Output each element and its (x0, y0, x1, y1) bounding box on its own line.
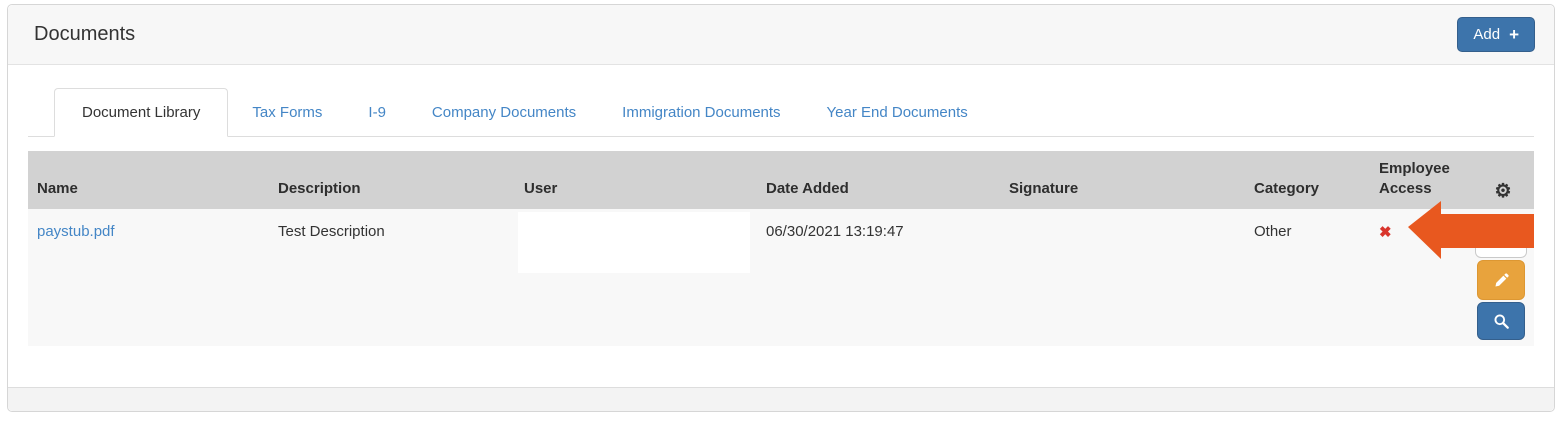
date-added-cell: 06/30/2021 13:19:47 (757, 209, 1000, 264)
trash-icon (1492, 230, 1510, 248)
documents-panel: Documents Add + Document Library Tax For… (7, 4, 1555, 412)
add-button[interactable]: Add + (1457, 17, 1535, 52)
employee-access-denied-icon[interactable]: ✖ (1379, 224, 1392, 241)
panel-header: Documents Add + (8, 5, 1554, 65)
document-tabs: Document Library Tax Forms I-9 Company D… (28, 87, 1534, 137)
table-header-row: Name Description User Date Added Signatu… (28, 151, 1534, 209)
tab-tax-forms[interactable]: Tax Forms (252, 104, 323, 121)
pencil-icon (1493, 272, 1510, 289)
signature-cell (1000, 209, 1245, 264)
edit-button[interactable] (1477, 260, 1525, 300)
column-header-user: User (515, 151, 757, 209)
column-header-description: Description (269, 151, 515, 209)
magnifier-icon (1493, 313, 1510, 330)
tab-year-end-documents[interactable]: Year End Documents (826, 104, 968, 121)
column-header-category: Category (1245, 151, 1370, 209)
table-row: paystub.pdf Test Description 06/30/2021 … (28, 209, 1534, 264)
page-title: Documents (34, 23, 136, 45)
table-settings-gear-icon[interactable]: ⚙ (1494, 181, 1512, 202)
column-header-name: Name (28, 151, 269, 209)
tab-document-library[interactable]: Document Library (54, 88, 229, 137)
tab-immigration-documents[interactable]: Immigration Documents (622, 104, 781, 121)
delete-button[interactable] (1475, 220, 1527, 258)
category-cell: Other (1245, 209, 1370, 264)
tab-i9[interactable]: I-9 (368, 104, 386, 121)
document-name-link[interactable]: paystub.pdf (37, 223, 115, 240)
panel-body: Document Library Tax Forms I-9 Company D… (8, 65, 1554, 389)
documents-table-wrap: Name Description User Date Added Signatu… (28, 151, 1534, 346)
tab-company-documents[interactable]: Company Documents (431, 104, 577, 121)
column-header-date-added: Date Added (757, 151, 1000, 209)
view-button[interactable] (1477, 302, 1525, 340)
user-cell-redaction-box (518, 212, 750, 273)
add-button-label: Add (1473, 26, 1501, 43)
column-header-signature: Signature (1000, 151, 1245, 209)
panel-footer (8, 387, 1554, 411)
plus-icon: + (1509, 25, 1519, 44)
description-cell: Test Description (269, 209, 515, 264)
documents-table: Name Description User Date Added Signatu… (28, 151, 1534, 264)
column-header-employee-access: Employee Access (1370, 151, 1472, 209)
